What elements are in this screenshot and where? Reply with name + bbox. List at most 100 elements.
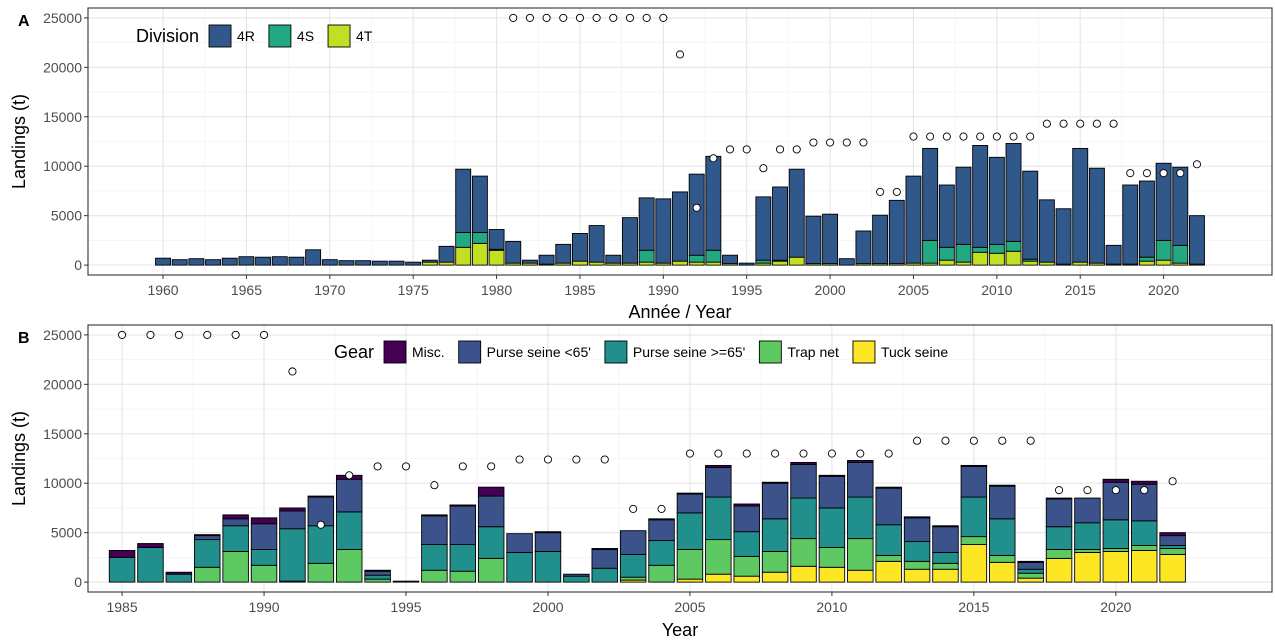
bar-misc--2011 bbox=[847, 460, 874, 463]
y-axis-title: Landings (t) bbox=[9, 94, 29, 189]
bar-4r-1988 bbox=[622, 217, 638, 264]
tac-point-1996 bbox=[759, 164, 768, 173]
bar-4r-2004 bbox=[888, 199, 905, 265]
bar-purse-seine-65--2003 bbox=[619, 530, 647, 555]
bar-4r-1997 bbox=[772, 186, 789, 261]
bar-4r-1993 bbox=[705, 155, 722, 251]
bar-4s-2020 bbox=[1155, 239, 1172, 261]
tac-point-1999 bbox=[809, 138, 818, 147]
bar-purse-seine-65--2008 bbox=[761, 482, 789, 520]
tac-point-2012 bbox=[884, 449, 893, 458]
tac-point-1993 bbox=[345, 471, 354, 480]
tac-point-2017 bbox=[1109, 119, 1118, 128]
x-tick-label: 1960 bbox=[147, 282, 178, 298]
bar-purse-seine-65--2001 bbox=[563, 575, 590, 583]
tac-point-2019 bbox=[1142, 169, 1151, 178]
legend-key-purse-seine-65- bbox=[604, 340, 628, 364]
tac-point-1997 bbox=[458, 462, 467, 471]
legend-title: Division bbox=[136, 26, 199, 46]
bar-misc--2016 bbox=[989, 484, 1016, 487]
tac-point-1999 bbox=[515, 455, 524, 464]
bar-tuck-seine-2013 bbox=[903, 568, 931, 583]
bar-4r-1990 bbox=[655, 198, 672, 264]
legend-label: Misc. bbox=[412, 344, 445, 360]
tac-point-1994 bbox=[373, 462, 382, 471]
bar-purse-seine-65--2015 bbox=[960, 496, 988, 538]
tac-point-1986 bbox=[146, 330, 155, 339]
x-tick-label: 1975 bbox=[398, 282, 429, 298]
tac-point-2007 bbox=[942, 132, 951, 141]
tac-point-2010 bbox=[992, 132, 1001, 141]
tac-point-2000 bbox=[826, 138, 835, 147]
tac-point-1982 bbox=[525, 13, 534, 22]
bar-4r-2011 bbox=[1005, 143, 1022, 242]
bar-misc--1987 bbox=[165, 571, 193, 575]
bar-misc--2020 bbox=[1102, 478, 1130, 483]
bar-4r-1987 bbox=[605, 254, 622, 264]
bar-4r-1960 bbox=[155, 257, 171, 266]
bar-tuck-seine-2019 bbox=[1074, 551, 1101, 583]
x-tick-label: 2005 bbox=[898, 282, 929, 298]
y-tick-label: 20000 bbox=[43, 376, 82, 392]
legend-key-misc- bbox=[383, 340, 407, 364]
tac-point-2005 bbox=[909, 132, 918, 141]
bar-misc--1986 bbox=[137, 543, 164, 548]
bar-purse-seine-65--1997 bbox=[449, 505, 477, 545]
bar-misc--2005 bbox=[676, 492, 704, 495]
tac-point-2020 bbox=[1111, 486, 1120, 495]
bar-tuck-seine-2006 bbox=[705, 573, 732, 583]
bar-misc--2013 bbox=[903, 516, 931, 519]
y-tick-label: 20000 bbox=[43, 59, 82, 75]
y-tick-label: 5000 bbox=[51, 525, 82, 541]
tac-point-2008 bbox=[771, 449, 780, 458]
bar-4t-1997 bbox=[772, 260, 789, 266]
bar-purse-seine-65--2002 bbox=[591, 549, 618, 569]
bar-purse-seine-65--1989 bbox=[222, 525, 249, 552]
bar-trap-net-2009 bbox=[790, 538, 817, 567]
tac-point-2018 bbox=[1055, 486, 1064, 495]
tac-point-1993 bbox=[709, 154, 718, 163]
bar-4r-1976 bbox=[421, 259, 438, 263]
bar-misc--1994 bbox=[364, 569, 391, 572]
legend: Gear Misc. Purse seine <65' Purse seine >=6… bbox=[334, 340, 948, 364]
bar-4r-2022 bbox=[1189, 215, 1205, 265]
bar-purse-seine-65--1992 bbox=[307, 525, 335, 564]
legend-key-purse-seine-65- bbox=[458, 340, 482, 364]
tac-point-1988 bbox=[203, 330, 212, 339]
bar-misc--1985 bbox=[108, 550, 136, 558]
panel-border bbox=[87, 7, 1273, 276]
bar-trap-net-1998 bbox=[477, 557, 505, 583]
bar-4r-2013 bbox=[1038, 199, 1055, 263]
bar-purse-seine-65--2012 bbox=[875, 524, 902, 556]
bar-purse-seine-65--1991 bbox=[279, 528, 306, 582]
x-tick-label: 2020 bbox=[1148, 282, 1179, 298]
tac-point-1998 bbox=[792, 145, 801, 154]
tac-point-1992 bbox=[692, 203, 701, 212]
bar-4r-1973 bbox=[371, 260, 388, 266]
tac-point-1989 bbox=[231, 330, 240, 339]
tac-point-2007 bbox=[742, 449, 751, 458]
bar-purse-seine-65--2009 bbox=[790, 463, 817, 499]
x-tick-label: 1990 bbox=[648, 282, 679, 298]
bar-4r-1961 bbox=[171, 259, 188, 266]
panel-a: 0 5000 10000 15000 20000 25000 1960 1965 1970 197… bbox=[9, 7, 1273, 322]
tac-point-2021 bbox=[1176, 169, 1185, 178]
bar-tuck-seine-2018 bbox=[1045, 557, 1073, 583]
tac-point-2013 bbox=[913, 436, 922, 445]
bar-tuck-seine-2009 bbox=[790, 565, 817, 583]
x-tick-label: 1995 bbox=[731, 282, 762, 298]
bar-purse-seine-65--1995 bbox=[392, 580, 420, 583]
tac-point-1991 bbox=[675, 50, 685, 59]
bar-purse-seine-65--2019 bbox=[1074, 522, 1101, 550]
x-tick-label: 1990 bbox=[248, 599, 279, 615]
bar-4r-1964 bbox=[221, 257, 238, 266]
legend-label: 4R bbox=[237, 28, 255, 44]
bar-tuck-seine-2010 bbox=[818, 566, 846, 583]
bar-misc--2009 bbox=[790, 462, 817, 465]
bar-tuck-seine-2015 bbox=[960, 544, 988, 583]
bar-trap-net-2012 bbox=[875, 554, 902, 562]
bar-4r-1996 bbox=[755, 196, 772, 261]
y-tick-label: 5000 bbox=[51, 208, 82, 224]
bar-4t-2011 bbox=[1005, 250, 1022, 266]
tac-point-2010 bbox=[827, 449, 836, 458]
